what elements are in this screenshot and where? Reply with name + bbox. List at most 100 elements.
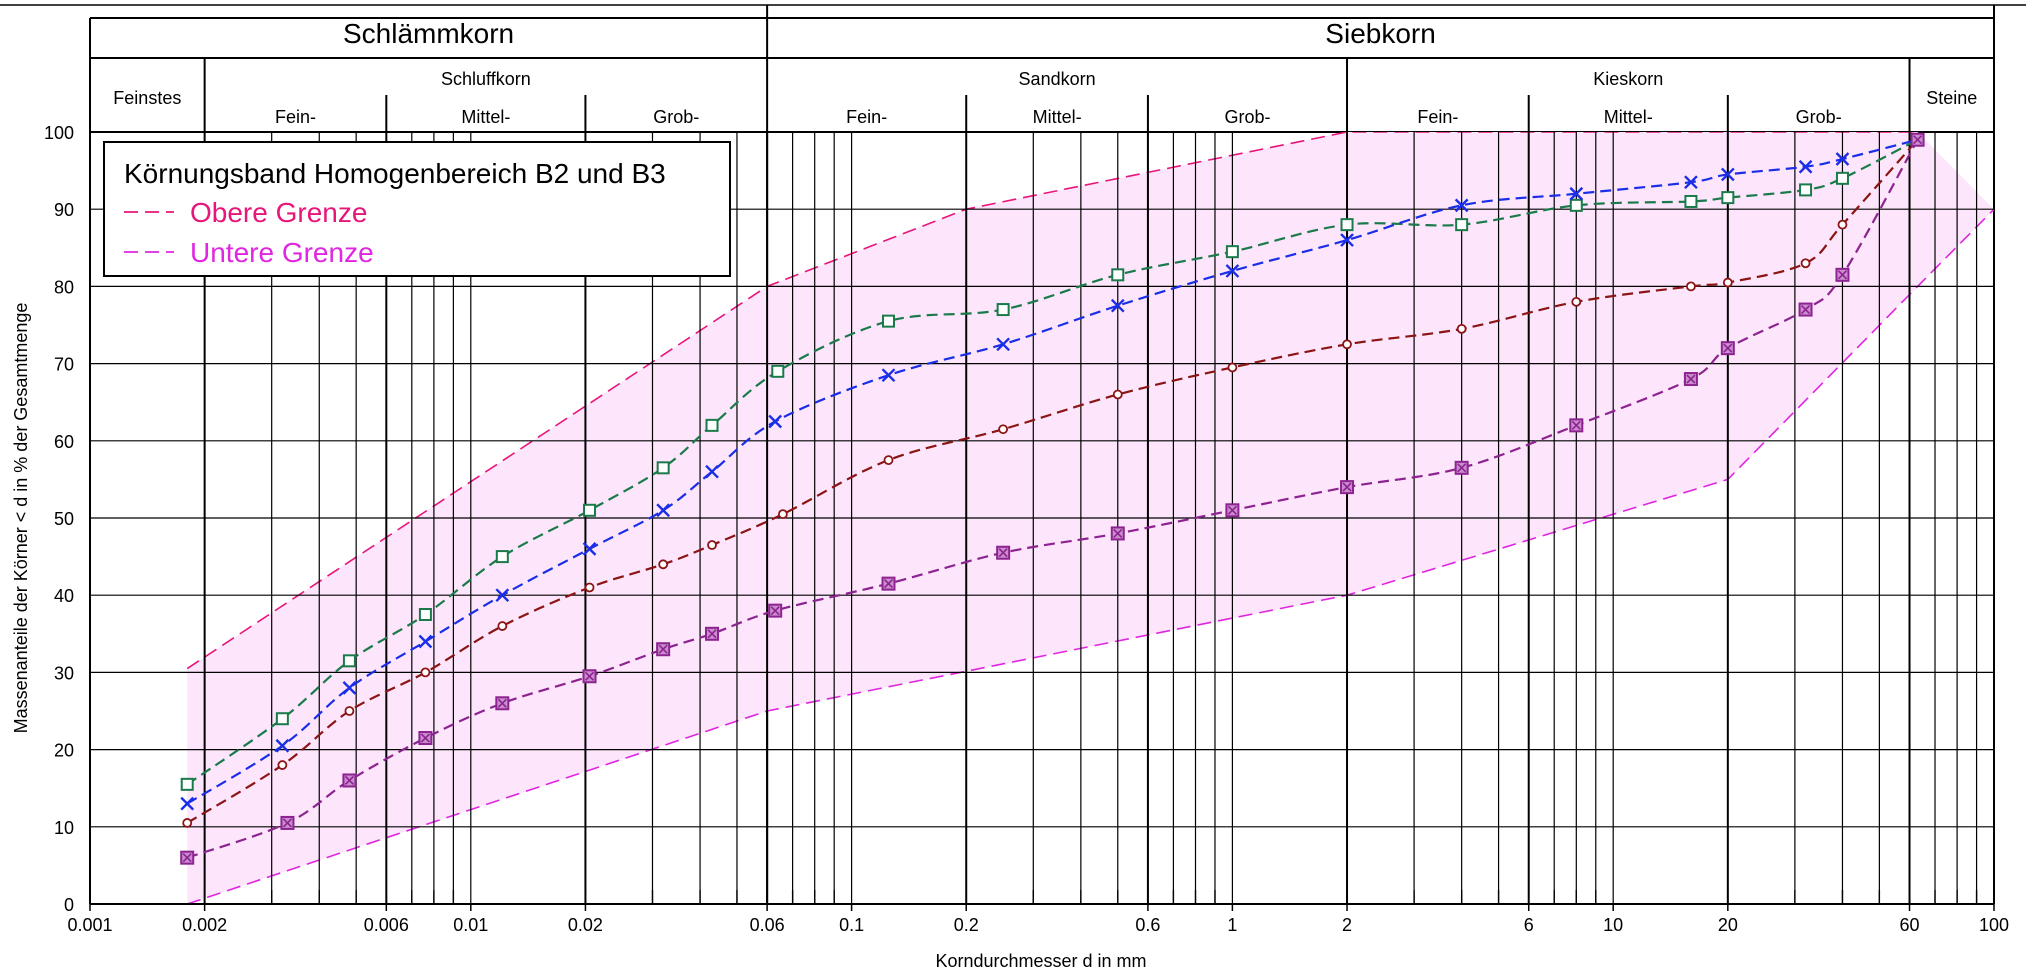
data-point-cross: [418, 634, 433, 649]
data-point-square: [1111, 268, 1125, 282]
y-tick-label: 80: [54, 277, 74, 297]
x-tick-label: 6: [1524, 915, 1534, 935]
x-axis-label: Korndurchmesser d in mm: [935, 951, 1146, 971]
x-tick-label: 2: [1342, 915, 1352, 935]
data-point-cross: [180, 796, 195, 811]
y-tick-label: 0: [64, 895, 74, 915]
data-point-square-x-cross: [420, 733, 430, 743]
data-point-square-x-cross: [1837, 270, 1848, 280]
data-point-square-x-cross: [998, 548, 1008, 558]
header-frame: Schlämmkorn Siebkorn Feinstes Schluffkorn Sa…: [0, 4, 2026, 904]
data-point-circle: [182, 818, 193, 828]
header-subgroup-label: Mittel-: [461, 107, 510, 127]
data-point-circle: [1456, 323, 1467, 334]
x-tick-label: 20: [1718, 915, 1738, 935]
series-4-line: [186, 139, 1919, 859]
x-tick-label: 100: [1979, 915, 2009, 935]
data-point-circle: [998, 424, 1009, 435]
data-point-cross: [342, 680, 357, 695]
data-point-circle: [420, 667, 431, 678]
data-point-cross: [656, 503, 671, 518]
data-point-square-x-cross: [1913, 135, 1923, 145]
x-tick-label: 0.001: [67, 915, 112, 935]
data-point-square-x-cross: [658, 644, 668, 654]
data-point-circle: [1686, 281, 1696, 292]
y-tick-label: 60: [54, 432, 74, 452]
header-subgroup-label: Mittel-: [1033, 107, 1082, 127]
legend-entry-label: Untere Grenze: [190, 237, 374, 268]
series-layer: [180, 132, 1925, 865]
header-subgroup-label: Mittel-: [1604, 107, 1653, 127]
header-main-label: Siebkorn: [1325, 18, 1436, 49]
data-point-square-x-cross: [1342, 482, 1352, 492]
data-point-cross: [881, 368, 896, 383]
data-point-square: [1340, 218, 1354, 232]
data-point-cross: [996, 337, 1010, 352]
data-point-circle: [1227, 362, 1238, 373]
data-point-circle: [497, 621, 508, 631]
data-point-square: [1455, 218, 1469, 232]
data-point-square: [882, 314, 895, 328]
data-point-square-x-cross: [1227, 505, 1237, 515]
legend-entry-label: Obere Grenze: [190, 197, 367, 228]
x-tick-label: 0.02: [568, 915, 603, 935]
x-tick-label: 10: [1603, 915, 1623, 935]
data-point-square-x-cross: [497, 698, 507, 708]
data-point-square-x-cross: [1723, 343, 1733, 353]
y-axis-label: Massenanteile der Körner < d in % der Ge…: [11, 303, 31, 734]
data-point-cross: [495, 588, 510, 603]
header-group-label: Kieskorn: [1593, 69, 1663, 89]
x-tick-label: 0.06: [750, 915, 785, 935]
data-point-cross: [275, 738, 290, 753]
x-tick-label: 0.002: [182, 915, 227, 935]
y-tick-label: 20: [54, 741, 74, 761]
series-3-line: [186, 138, 1919, 824]
y-tick-label: 50: [54, 509, 74, 529]
data-point-cross: [768, 414, 783, 429]
data-point-square-x-cross: [1800, 304, 1811, 315]
data-point-square-x-cross: [1457, 463, 1467, 473]
y-tick-label: 30: [54, 663, 74, 683]
data-point-square: [1835, 171, 1849, 185]
data-point-square: [583, 503, 597, 517]
data-point-square-x-cross: [707, 629, 717, 639]
x-tick-label: 0.006: [364, 915, 409, 935]
series-3: [182, 134, 1923, 828]
data-point-circle: [1722, 277, 1733, 288]
x-tick-label: 0.6: [1135, 915, 1160, 935]
data-point-circle: [1837, 219, 1848, 230]
data-point-circle: [1800, 258, 1811, 269]
y-tick-label: 100: [44, 123, 74, 143]
data-point-circle: [1342, 339, 1352, 350]
lower-limit-line: [186, 208, 1994, 904]
header-subgroup-label: Fein-: [846, 107, 887, 127]
x-tick-label: 0.2: [954, 915, 979, 935]
data-point-cross: [1110, 298, 1125, 313]
legend-title: Körnungsband Homogenbereich B2 und B3: [124, 158, 666, 189]
data-point-square-x-cross: [182, 853, 192, 863]
data-point-square-x-cross: [1113, 528, 1123, 539]
data-point-circle: [883, 455, 894, 466]
legend: Körnungsband Homogenbereich B2 und B3 Obe…: [103, 141, 731, 277]
data-point-square: [1721, 191, 1735, 205]
data-point-cross: [1720, 167, 1735, 182]
data-point-square: [771, 364, 785, 378]
data-point-square: [1569, 198, 1583, 212]
header-group-label: Feinstes: [113, 88, 181, 108]
data-point-cross: [1835, 152, 1850, 166]
data-point-circle: [1112, 389, 1123, 400]
data-point-circle: [277, 760, 288, 770]
header-subgroup-label: Fein-: [1417, 107, 1458, 127]
x-tick-label: 1: [1227, 915, 1237, 935]
header-subgroup-label: Fein-: [275, 107, 316, 127]
data-point-square: [342, 654, 356, 668]
legend-box: [103, 141, 731, 277]
header-subgroup-label: Grob-: [653, 107, 699, 127]
data-point-square: [1225, 245, 1239, 259]
x-tick-label: 0.1: [839, 915, 864, 935]
y-tick-label: 70: [54, 355, 74, 375]
data-point-square: [418, 608, 432, 621]
header-group-label: Schluffkorn: [441, 69, 531, 89]
data-point-square: [996, 303, 1010, 317]
